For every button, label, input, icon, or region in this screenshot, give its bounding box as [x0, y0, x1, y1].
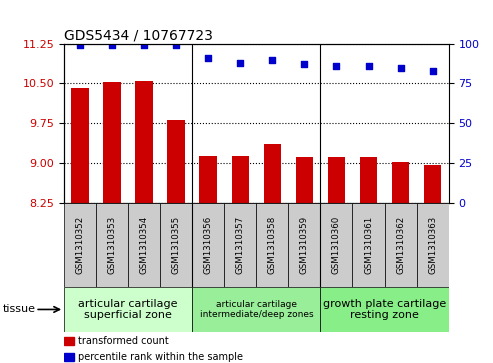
Point — [173, 42, 180, 48]
Bar — [64, 203, 96, 287]
Bar — [296, 158, 313, 203]
Point — [140, 42, 148, 48]
Bar — [232, 156, 249, 203]
Text: GSM1310357: GSM1310357 — [236, 216, 245, 274]
Point — [268, 57, 276, 62]
Point — [204, 55, 212, 61]
Bar — [160, 203, 192, 287]
Text: GSM1310358: GSM1310358 — [268, 216, 277, 274]
Text: GSM1310359: GSM1310359 — [300, 216, 309, 274]
Text: GSM1310353: GSM1310353 — [107, 216, 117, 274]
Bar — [200, 156, 217, 203]
Text: articular cartilage
intermediate/deep zones: articular cartilage intermediate/deep zo… — [200, 300, 313, 319]
Bar — [288, 203, 320, 287]
Point — [300, 61, 309, 67]
Bar — [224, 203, 256, 287]
Bar — [128, 203, 160, 287]
Point — [76, 42, 84, 48]
Bar — [352, 203, 385, 287]
Text: GSM1310354: GSM1310354 — [140, 216, 149, 274]
Bar — [96, 203, 128, 287]
Text: GSM1310352: GSM1310352 — [75, 216, 85, 274]
Bar — [192, 203, 224, 287]
Bar — [392, 162, 409, 203]
Text: GSM1310360: GSM1310360 — [332, 216, 341, 274]
Bar — [360, 158, 377, 203]
Bar — [417, 203, 449, 287]
Text: GSM1310355: GSM1310355 — [172, 216, 181, 274]
Point — [236, 60, 244, 66]
Point — [428, 68, 437, 74]
Text: tissue: tissue — [2, 305, 35, 314]
Text: growth plate cartilage
resting zone: growth plate cartilage resting zone — [323, 299, 446, 320]
Bar — [385, 203, 417, 287]
Bar — [192, 287, 320, 332]
Bar — [320, 287, 449, 332]
Bar — [328, 157, 345, 203]
Text: transformed count: transformed count — [77, 337, 168, 346]
Point — [396, 65, 404, 70]
Text: GSM1310356: GSM1310356 — [204, 216, 213, 274]
Bar — [168, 120, 185, 203]
Text: percentile rank within the sample: percentile rank within the sample — [77, 352, 243, 362]
Text: GSM1310362: GSM1310362 — [396, 216, 405, 274]
Bar — [320, 203, 352, 287]
Point — [332, 63, 340, 69]
Text: GDS5434 / 10767723: GDS5434 / 10767723 — [64, 28, 213, 42]
Point — [108, 42, 116, 48]
Bar — [256, 203, 288, 287]
Text: GSM1310361: GSM1310361 — [364, 216, 373, 274]
Text: articular cartilage
superficial zone: articular cartilage superficial zone — [78, 299, 178, 320]
Bar — [136, 81, 153, 203]
Bar — [264, 144, 281, 203]
Bar — [424, 165, 441, 203]
Point — [364, 63, 373, 69]
Bar — [104, 82, 121, 203]
Bar — [64, 287, 192, 332]
Text: GSM1310363: GSM1310363 — [428, 216, 437, 274]
Bar — [64, 353, 74, 360]
Bar — [64, 337, 74, 345]
Bar — [71, 88, 89, 203]
